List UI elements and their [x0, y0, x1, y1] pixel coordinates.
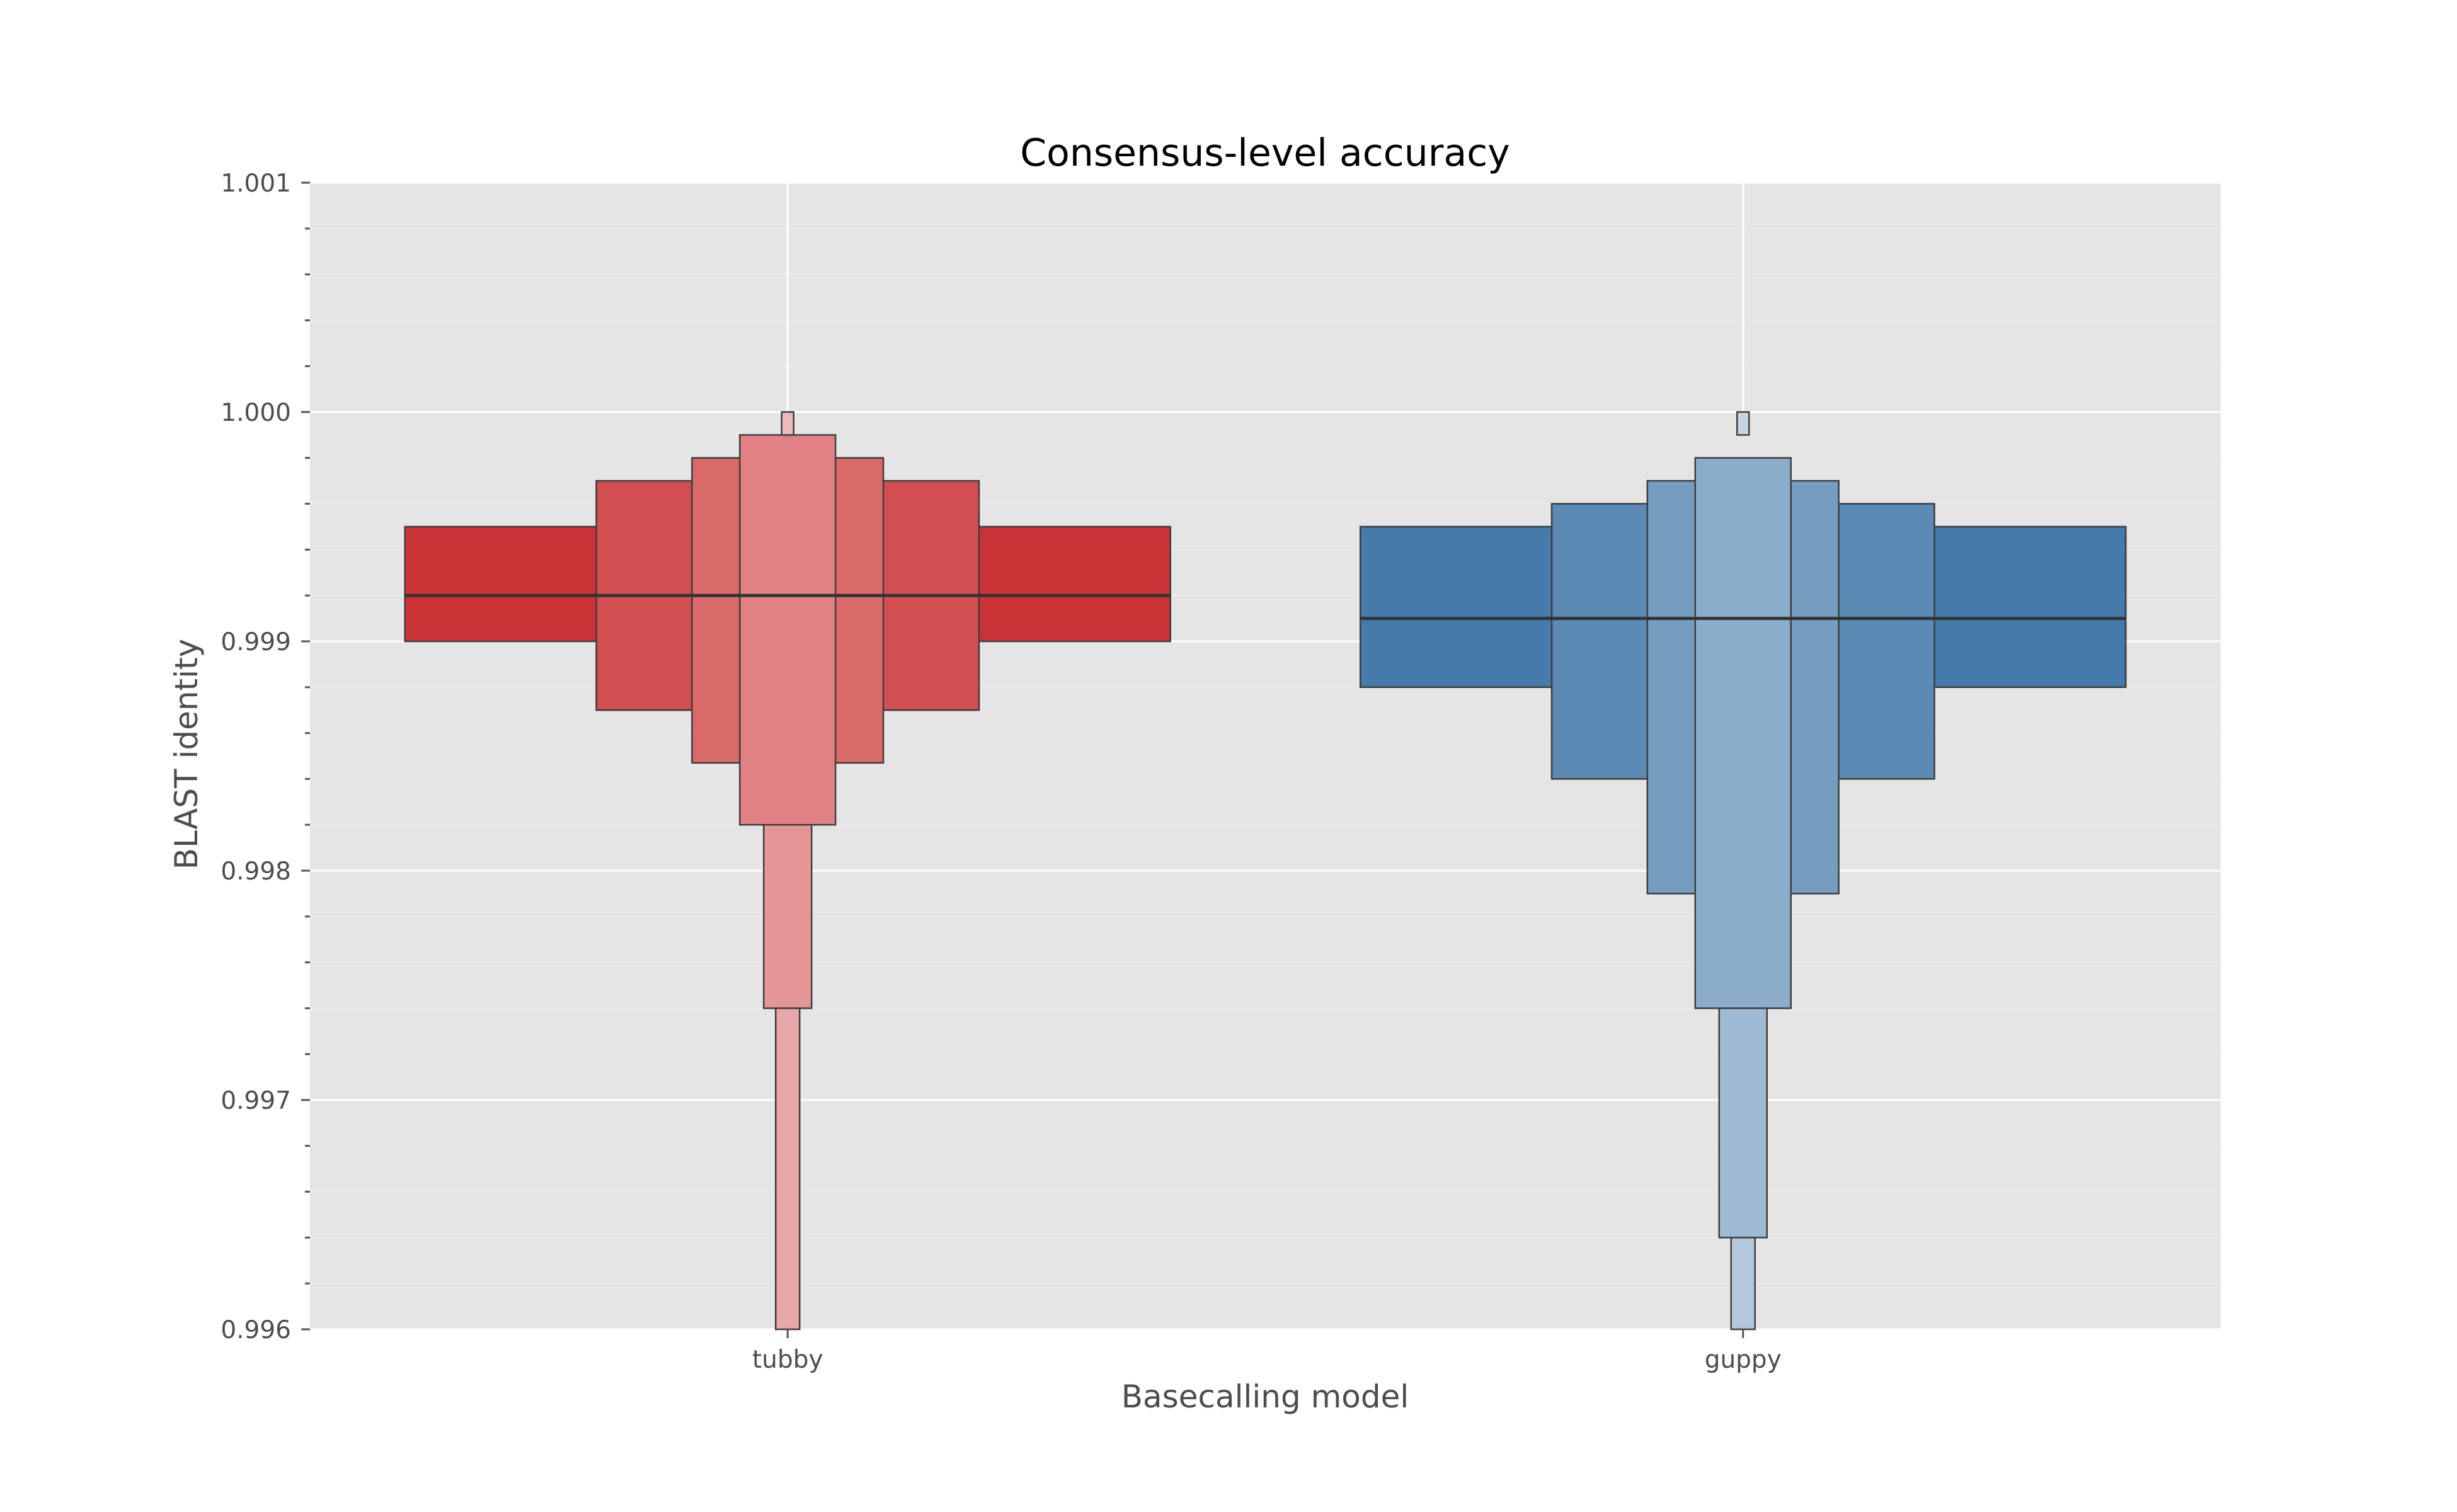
y-axis: 0.996 0.997 0.998 0.999 1.000 1.001: [220, 169, 310, 1344]
x-tick-label: guppy: [1705, 1346, 1782, 1374]
y-tick-label: 1.001: [220, 169, 291, 198]
boxen-box-level-5: [763, 823, 813, 1009]
boxen-group-tubby: [404, 183, 1171, 1331]
boxen-box-level-6: [1730, 1237, 1756, 1331]
y-tick-label: 1.000: [220, 399, 291, 427]
boxen-box-level-6: [775, 1007, 801, 1331]
boxen-box-level-5: [1718, 1007, 1768, 1239]
x-axis: tubby guppy: [752, 1329, 1782, 1374]
y-tick-label: 0.996: [220, 1316, 291, 1344]
boxen-box-level-4: [1694, 457, 1792, 1009]
y-tick-label: 0.999: [220, 628, 291, 656]
y-axis-label: BLAST identity: [168, 639, 205, 869]
x-tick-label: tubby: [752, 1346, 823, 1374]
boxen-box-level-7: [781, 411, 794, 436]
boxen-box-level-4: [739, 434, 837, 826]
y-tick-label: 0.997: [220, 1087, 291, 1115]
chart-title: Consensus-level accuracy: [1020, 131, 1509, 175]
boxen-series: [404, 183, 2127, 1331]
x-axis-label: Basecalling model: [1121, 1378, 1409, 1415]
boxen-group-guppy: [1360, 183, 2127, 1331]
y-tick-label: 0.998: [220, 857, 291, 886]
boxen-box-level-7: [1736, 411, 1750, 436]
